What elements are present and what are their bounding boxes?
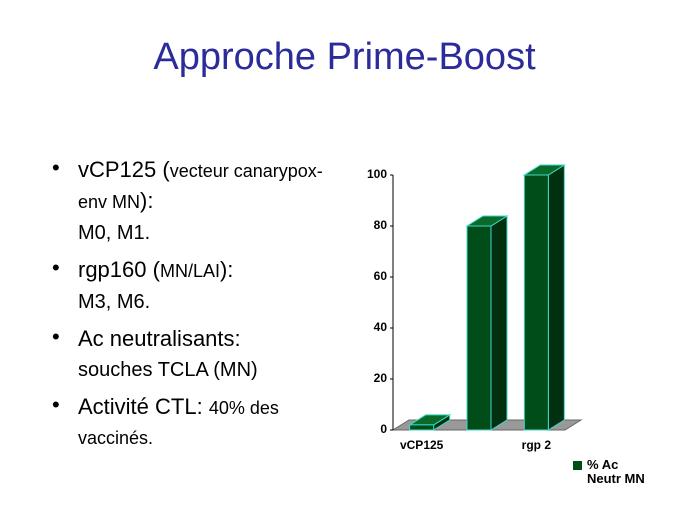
bar-face: [409, 424, 435, 431]
bullet-text: 40% des vaccinés.: [78, 398, 279, 448]
y-tick-label: 60: [374, 269, 388, 283]
bullet: vCP125 (vecteur canarypox-env MN): M0, M1…: [52, 155, 342, 249]
bar: [407, 413, 452, 431]
legend: % Ac Neutr MN: [573, 458, 651, 486]
bar: [465, 215, 509, 431]
y-tick-label: 0: [380, 422, 387, 436]
bullet-text: Ac neutralisants:: [78, 326, 241, 351]
legend-label: % Ac Neutr MN: [587, 457, 645, 486]
y-tick-label: 80: [374, 218, 388, 232]
bullet: Activité CTL: 40% des vaccinés.: [52, 392, 342, 453]
legend-swatch: [573, 461, 582, 470]
slide-title: Approche Prime-Boost: [153, 36, 536, 78]
bullet-sub: M0, M1.: [78, 222, 151, 244]
x-tick-label: vCP125: [400, 438, 444, 452]
bar-side: [547, 164, 565, 431]
bullet-text: vCP125 (: [78, 157, 170, 182]
bullet-text: ):: [140, 188, 154, 213]
bar-face: [466, 225, 492, 431]
bullet: Ac neutralisants: souches TCLA (MN): [52, 324, 342, 386]
bullet-list: vCP125 (vecteur canarypox-env MN): M0, M1…: [52, 155, 342, 459]
bullet-sub: M3, M6.: [78, 291, 151, 313]
bar-side: [490, 215, 508, 431]
y-tick-label: 40: [374, 320, 388, 334]
bullet-text: rgp160 (: [78, 257, 160, 282]
bullet-text: MN/LAI: [159, 261, 220, 281]
y-tick-label: 100: [367, 167, 387, 181]
bullet-text: vecteur canarypox-env MN: [78, 161, 323, 212]
bar: [522, 164, 567, 431]
x-tick-label: rgp 2: [522, 438, 552, 452]
y-tick-label: 20: [374, 371, 388, 385]
bar-face: [523, 174, 549, 431]
bullet-text: ):: [219, 257, 234, 282]
bullet-sub: souches TCLA (MN): [78, 359, 258, 381]
bullet: rgp160 (MN/LAI): M3, M6.: [52, 255, 342, 318]
bullet-text: Activité CTL:: [78, 394, 209, 419]
